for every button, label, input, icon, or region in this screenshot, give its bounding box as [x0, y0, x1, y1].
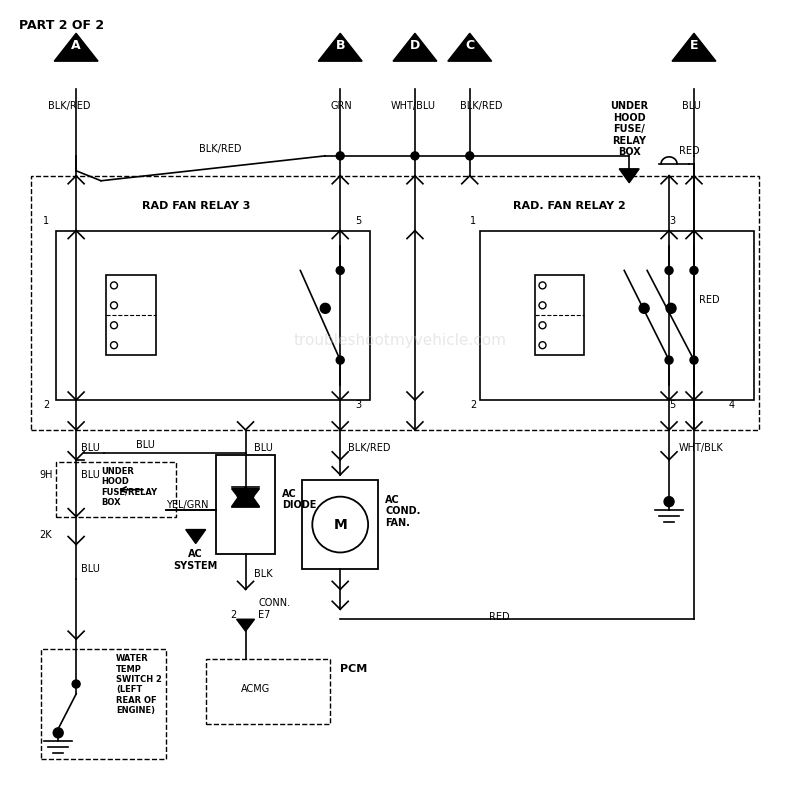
- Polygon shape: [231, 489, 259, 506]
- Text: RED: RED: [699, 295, 719, 306]
- Text: RED: RED: [490, 612, 510, 622]
- Text: UNDER
HOOD
FUSE/RELAY
BOX: UNDER HOOD FUSE/RELAY BOX: [101, 466, 157, 507]
- Bar: [216, 455, 275, 554]
- Bar: [56, 462, 176, 517]
- Text: troubleshootmyvehicle.com: troubleshootmyvehicle.com: [294, 333, 506, 348]
- Text: BLU: BLU: [81, 470, 100, 480]
- Text: RED: RED: [679, 146, 700, 156]
- Text: 2: 2: [230, 610, 237, 620]
- Text: 5: 5: [669, 400, 675, 410]
- Circle shape: [320, 303, 330, 314]
- Circle shape: [54, 728, 63, 738]
- Text: GRN: GRN: [330, 101, 352, 111]
- Bar: [31, 176, 758, 430]
- Polygon shape: [448, 34, 492, 61]
- Text: 3: 3: [355, 400, 362, 410]
- Polygon shape: [186, 530, 206, 543]
- Circle shape: [665, 356, 673, 364]
- Circle shape: [665, 266, 673, 274]
- Text: B: B: [335, 39, 345, 52]
- Circle shape: [690, 266, 698, 274]
- Polygon shape: [54, 34, 98, 61]
- Text: WHT/BLU: WHT/BLU: [391, 101, 436, 111]
- Polygon shape: [237, 619, 254, 631]
- Text: D: D: [410, 39, 420, 52]
- Text: PART 2 OF 2: PART 2 OF 2: [19, 19, 105, 32]
- Text: 9H: 9H: [39, 470, 53, 480]
- Text: C: C: [465, 39, 474, 52]
- Circle shape: [690, 356, 698, 364]
- Circle shape: [466, 152, 474, 160]
- Text: 2K: 2K: [39, 530, 52, 539]
- Polygon shape: [231, 486, 259, 506]
- Circle shape: [336, 266, 344, 274]
- Text: 3: 3: [669, 216, 675, 226]
- Text: 4: 4: [729, 400, 735, 410]
- Circle shape: [664, 497, 674, 506]
- Text: BLK/RED: BLK/RED: [199, 144, 242, 154]
- Text: A: A: [71, 39, 81, 52]
- Polygon shape: [619, 169, 639, 182]
- Text: PCM: PCM: [340, 664, 367, 674]
- Text: WATER
TEMP
SWITCH 2
(LEFT
REAR OF
ENGINE): WATER TEMP SWITCH 2 (LEFT REAR OF ENGINE…: [116, 654, 162, 715]
- Bar: [480, 230, 754, 400]
- Text: 2: 2: [43, 400, 50, 410]
- Polygon shape: [672, 34, 716, 61]
- Bar: [206, 659, 330, 724]
- Circle shape: [411, 152, 419, 160]
- Text: 5: 5: [355, 216, 362, 226]
- Text: RAD FAN RELAY 3: RAD FAN RELAY 3: [142, 201, 250, 210]
- Circle shape: [72, 680, 80, 688]
- Text: BLU: BLU: [254, 443, 272, 453]
- Text: CONN.
E7: CONN. E7: [258, 598, 290, 620]
- Text: BLK: BLK: [254, 570, 272, 579]
- Text: UNDER
HOOD
FUSE/
RELAY
BOX: UNDER HOOD FUSE/ RELAY BOX: [610, 101, 648, 158]
- Text: AC
SYSTEM: AC SYSTEM: [174, 550, 218, 571]
- Text: RAD. FAN RELAY 2: RAD. FAN RELAY 2: [513, 201, 626, 210]
- Text: BLU: BLU: [682, 101, 701, 111]
- Text: YEL/GRN: YEL/GRN: [166, 500, 208, 510]
- Circle shape: [666, 303, 676, 314]
- Text: 1: 1: [43, 216, 50, 226]
- Bar: [106, 275, 156, 355]
- Bar: [534, 275, 584, 355]
- Text: E: E: [690, 39, 698, 52]
- Text: BLK/RED: BLK/RED: [460, 101, 502, 111]
- Bar: [302, 480, 378, 570]
- Circle shape: [639, 303, 649, 314]
- Text: BLU: BLU: [81, 443, 100, 453]
- Polygon shape: [393, 34, 437, 61]
- Text: BLK/RED: BLK/RED: [48, 101, 90, 111]
- Text: BLU: BLU: [81, 565, 100, 574]
- Text: BLU: BLU: [136, 440, 154, 450]
- Bar: [42, 649, 166, 758]
- Text: 2: 2: [470, 400, 476, 410]
- Text: 1: 1: [470, 216, 476, 226]
- Bar: [56, 230, 370, 400]
- Text: BLK/RED: BLK/RED: [348, 443, 390, 453]
- Text: ACMG: ACMG: [241, 684, 270, 694]
- Circle shape: [336, 356, 344, 364]
- Circle shape: [336, 152, 344, 160]
- Text: AC
DIODE: AC DIODE: [282, 489, 317, 510]
- Polygon shape: [318, 34, 362, 61]
- Text: WHT/BLK: WHT/BLK: [679, 443, 724, 453]
- Text: M: M: [334, 518, 347, 531]
- Text: AC
COND.
FAN.: AC COND. FAN.: [385, 494, 421, 528]
